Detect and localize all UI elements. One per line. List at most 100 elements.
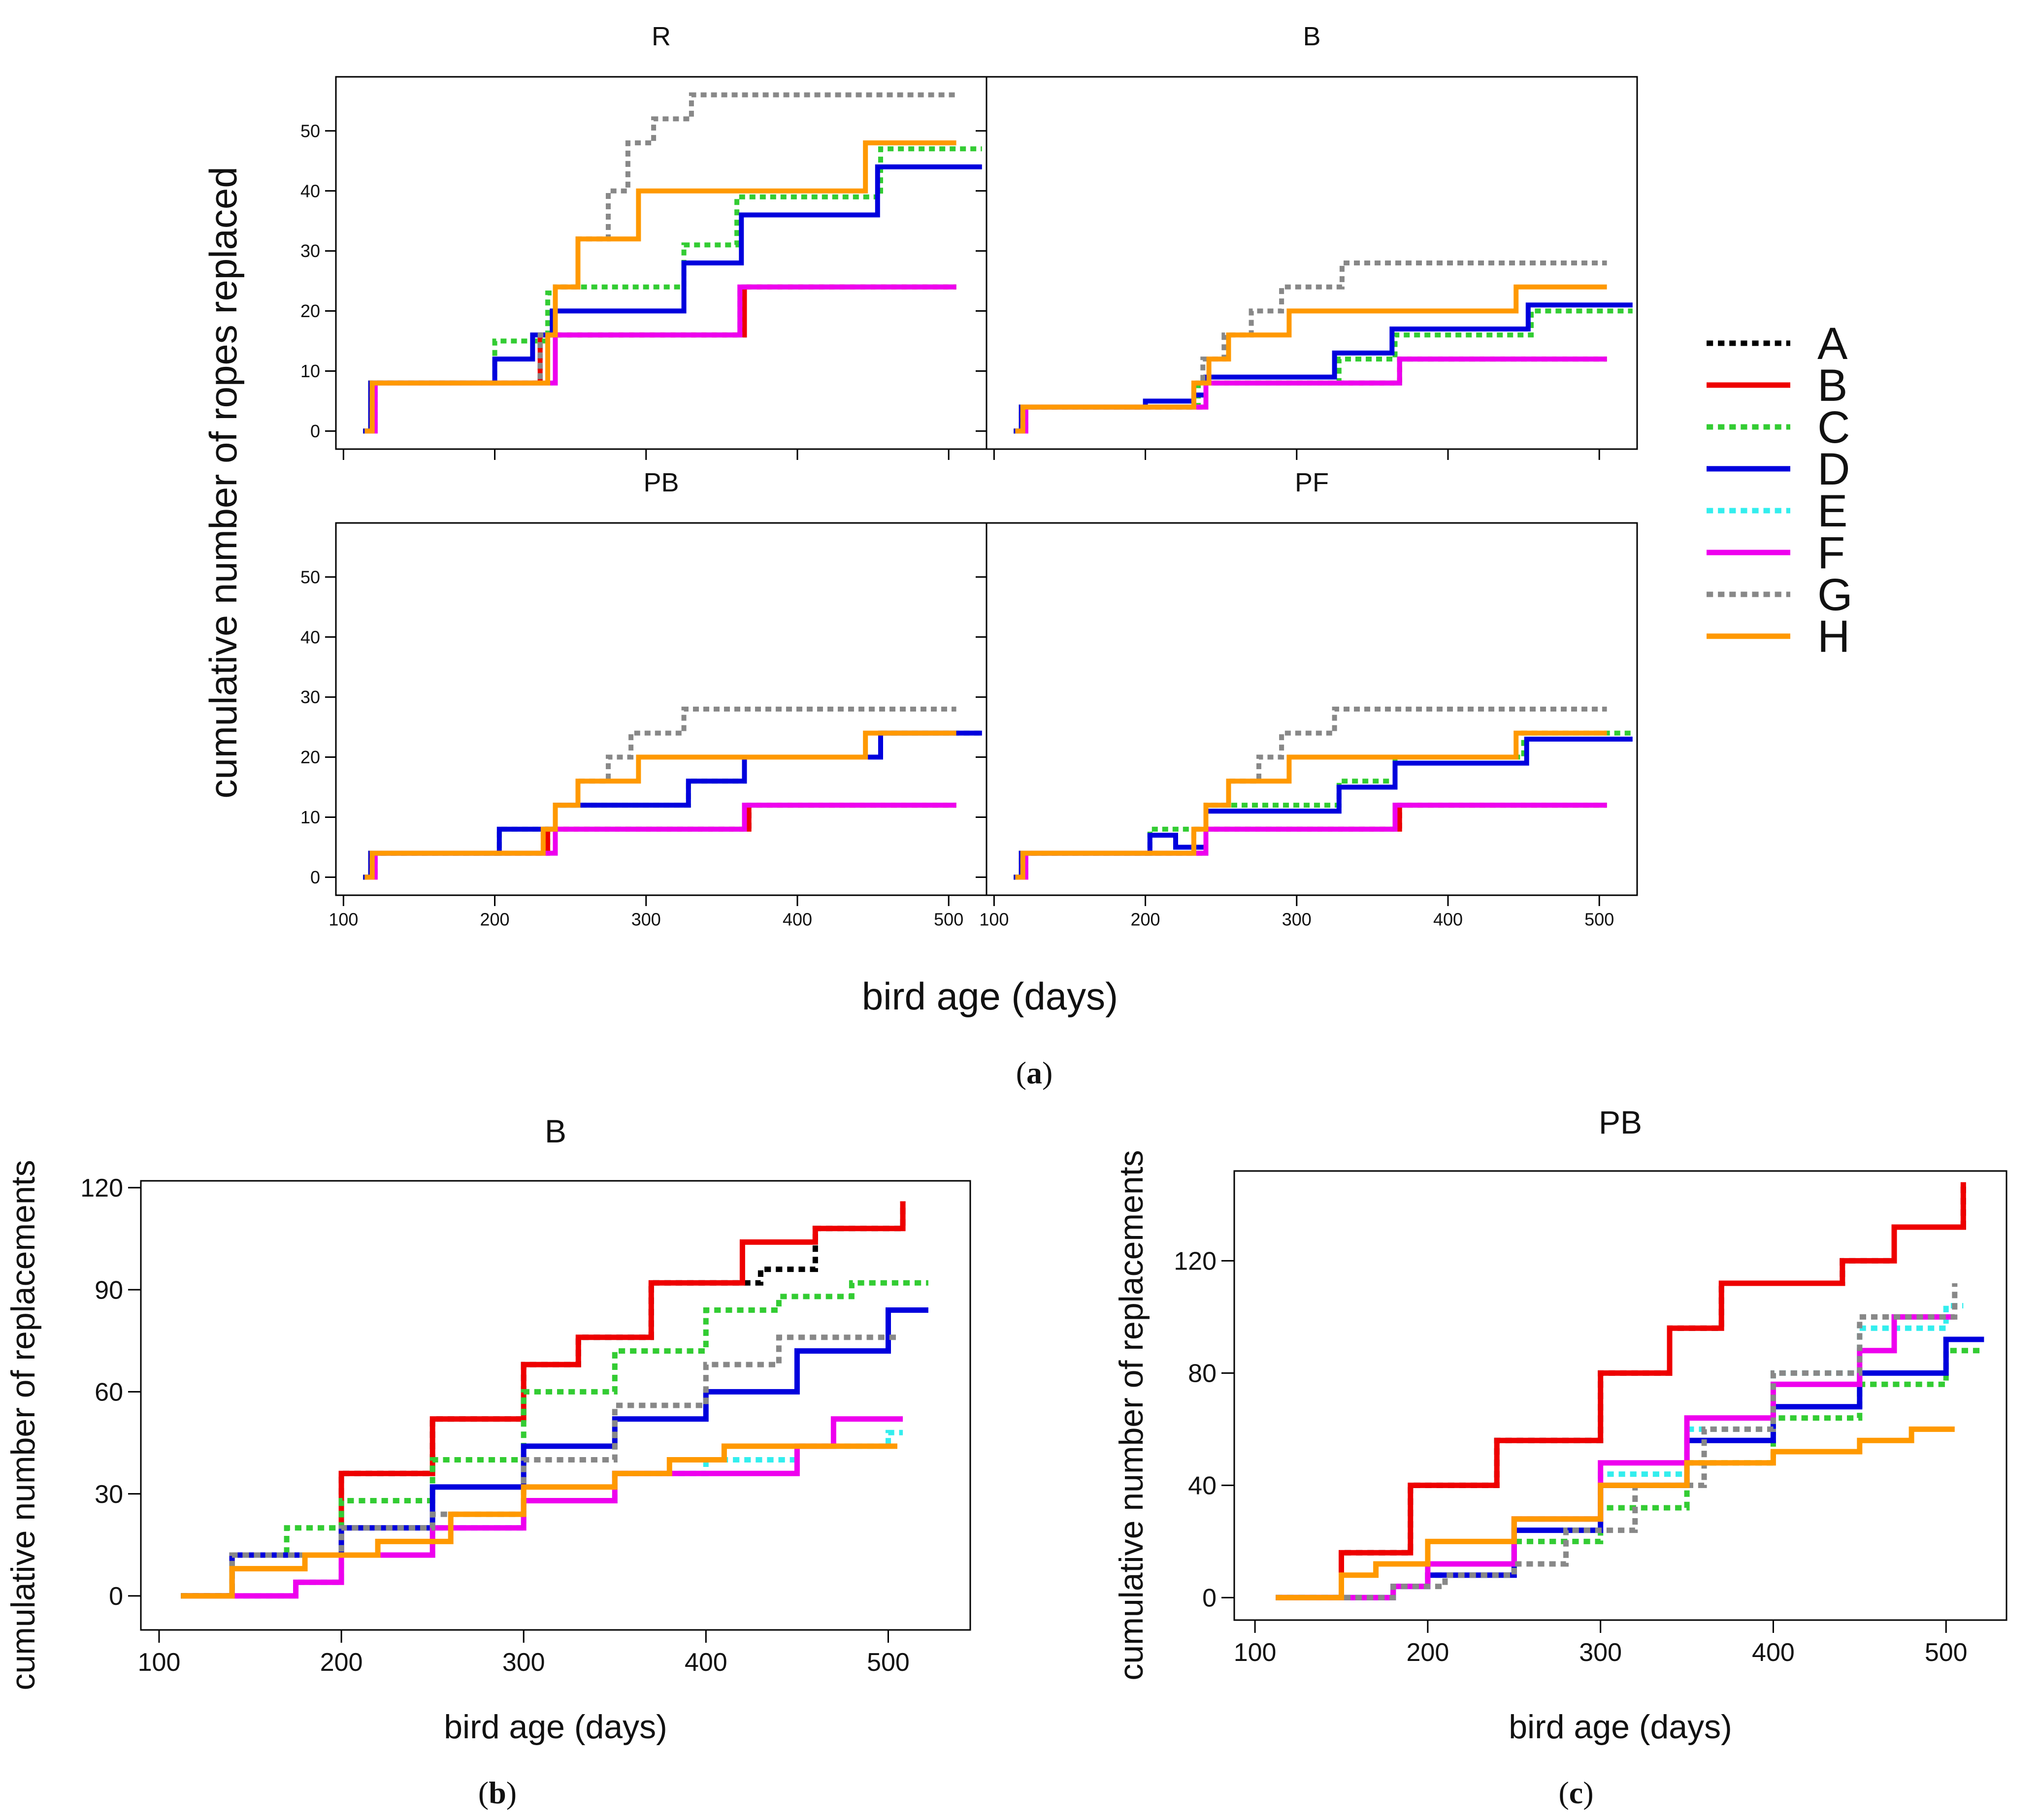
legend-label: F bbox=[1817, 528, 1845, 578]
y-tick-label: 40 bbox=[300, 181, 320, 201]
legend-label: G bbox=[1817, 570, 1853, 620]
chart-title: PB bbox=[1599, 1104, 1642, 1140]
figure-c: (c) bbox=[1558, 1775, 1593, 1810]
legend-item-F: F bbox=[1707, 528, 1845, 578]
legend-label: H bbox=[1817, 612, 1850, 662]
chart-b: B 0 30 60 90 120 100 200 300 400 500 bird age (days… bbox=[4, 1113, 971, 1746]
x-tick-label: 100 bbox=[138, 1648, 181, 1677]
series-line-H bbox=[1015, 730, 1607, 880]
x-tick-label: 200 bbox=[1131, 910, 1160, 930]
chart-a-R: R 0 10 20 30 40 50 bbox=[300, 22, 987, 460]
y-axis-label: cumulative number of replacements bbox=[4, 1160, 42, 1690]
y-tick-label: 0 bbox=[310, 421, 320, 441]
series-line-H bbox=[1276, 1426, 1955, 1600]
series-line-E bbox=[1018, 357, 1607, 434]
legend-item-C: C bbox=[1707, 402, 1850, 453]
y-tick-label: 80 bbox=[1188, 1360, 1217, 1388]
series-line-D bbox=[363, 164, 982, 434]
x-tick-label: 300 bbox=[631, 910, 661, 930]
series-line-C bbox=[1014, 308, 1633, 434]
series-line-H bbox=[181, 1443, 897, 1599]
series-line-B bbox=[1276, 1182, 1966, 1600]
series-line-B bbox=[1014, 803, 1607, 880]
series-line-D bbox=[1014, 737, 1633, 880]
x-tick-label: 100 bbox=[1234, 1638, 1277, 1667]
series-line-C bbox=[1276, 1348, 1984, 1600]
legend-item-D: D bbox=[1707, 444, 1850, 494]
x-tick-label: 400 bbox=[1433, 910, 1463, 930]
y-tick-label: 30 bbox=[300, 687, 320, 707]
series-line-H bbox=[1015, 284, 1607, 434]
figure-b-tag: (b) bbox=[478, 1775, 517, 1810]
series-group bbox=[1276, 1182, 1984, 1600]
legend-label: C bbox=[1817, 402, 1850, 453]
x-tick-label: 100 bbox=[329, 910, 358, 930]
y-tick-label: 20 bbox=[300, 301, 320, 321]
figure-a: cumulative number of ropes replaced bird… bbox=[201, 166, 1118, 1090]
series-line-F bbox=[1018, 803, 1607, 880]
series-line-A bbox=[1014, 357, 1607, 434]
y-tick-label: 40 bbox=[300, 627, 320, 647]
series-group bbox=[181, 1201, 928, 1599]
series-line-F bbox=[1276, 1314, 1955, 1600]
y-tick-label: 0 bbox=[1202, 1584, 1217, 1613]
plot-frame bbox=[986, 522, 1638, 896]
legend-item-A: A bbox=[1707, 319, 1848, 369]
chart-title: PB bbox=[643, 468, 679, 497]
series-line-B bbox=[363, 803, 956, 880]
x-tick-label: 300 bbox=[1579, 1638, 1622, 1667]
series-group bbox=[363, 707, 982, 880]
y-tick-label: 0 bbox=[109, 1582, 123, 1611]
x-tick-label: 200 bbox=[480, 910, 510, 930]
series-line-D bbox=[1276, 1336, 1984, 1600]
series-line-A bbox=[363, 803, 956, 880]
series-line-G bbox=[181, 1334, 897, 1599]
legend-label: B bbox=[1817, 360, 1847, 411]
plot-frame bbox=[986, 76, 1638, 450]
y-axis-label: cumulative number of replacements bbox=[1113, 1150, 1150, 1680]
x-tick-label: 100 bbox=[979, 910, 1009, 930]
chart-a-PF: PF 100 200 300 400 500 bbox=[976, 468, 1638, 930]
series-line-A bbox=[1014, 803, 1607, 880]
y-tick-label: 30 bbox=[95, 1480, 123, 1509]
legend-item-G: G bbox=[1707, 570, 1853, 620]
series-line-C bbox=[181, 1280, 928, 1599]
y-tick-label: 30 bbox=[300, 241, 320, 261]
series-line-E bbox=[1276, 1303, 1964, 1600]
chart-title: R bbox=[652, 22, 671, 51]
x-tick-label: 400 bbox=[783, 910, 812, 930]
y-tick-label: 120 bbox=[80, 1174, 123, 1202]
legend-item-E: E bbox=[1707, 486, 1847, 536]
x-tick-label: 200 bbox=[320, 1648, 363, 1677]
legend-label: A bbox=[1817, 319, 1848, 369]
y-tick-label: 10 bbox=[300, 807, 320, 827]
legend-label: D bbox=[1817, 444, 1850, 494]
series-line-B bbox=[1014, 357, 1607, 434]
plot-frame bbox=[140, 1180, 971, 1631]
series-line-H bbox=[364, 140, 956, 434]
series-line-F bbox=[367, 284, 956, 434]
series-line-E bbox=[1018, 803, 1607, 880]
legend-item-H: H bbox=[1707, 612, 1850, 662]
plot-frame bbox=[335, 76, 987, 450]
figure-a-xlabel: bird age (days) bbox=[862, 975, 1118, 1018]
x-tick-label: 400 bbox=[1752, 1638, 1795, 1667]
x-tick-label: 500 bbox=[867, 1648, 910, 1677]
y-tick-label: 50 bbox=[300, 567, 320, 587]
x-axis-label: bird age (days) bbox=[444, 1708, 667, 1746]
plot-frame bbox=[1233, 1170, 2007, 1621]
series-group bbox=[363, 92, 982, 434]
x-tick-label: 400 bbox=[685, 1648, 727, 1677]
figure-c-tag: (c) bbox=[1558, 1775, 1593, 1810]
y-tick-label: 60 bbox=[95, 1378, 123, 1407]
series-group bbox=[1014, 260, 1633, 434]
y-tick-label: 40 bbox=[1188, 1472, 1217, 1500]
y-tick-label: 90 bbox=[95, 1276, 123, 1304]
series-line-F bbox=[367, 803, 956, 880]
legend-item-B: B bbox=[1707, 360, 1847, 411]
plot-frame bbox=[335, 522, 987, 896]
y-tick-label: 20 bbox=[300, 747, 320, 767]
x-tick-label: 300 bbox=[502, 1648, 545, 1677]
